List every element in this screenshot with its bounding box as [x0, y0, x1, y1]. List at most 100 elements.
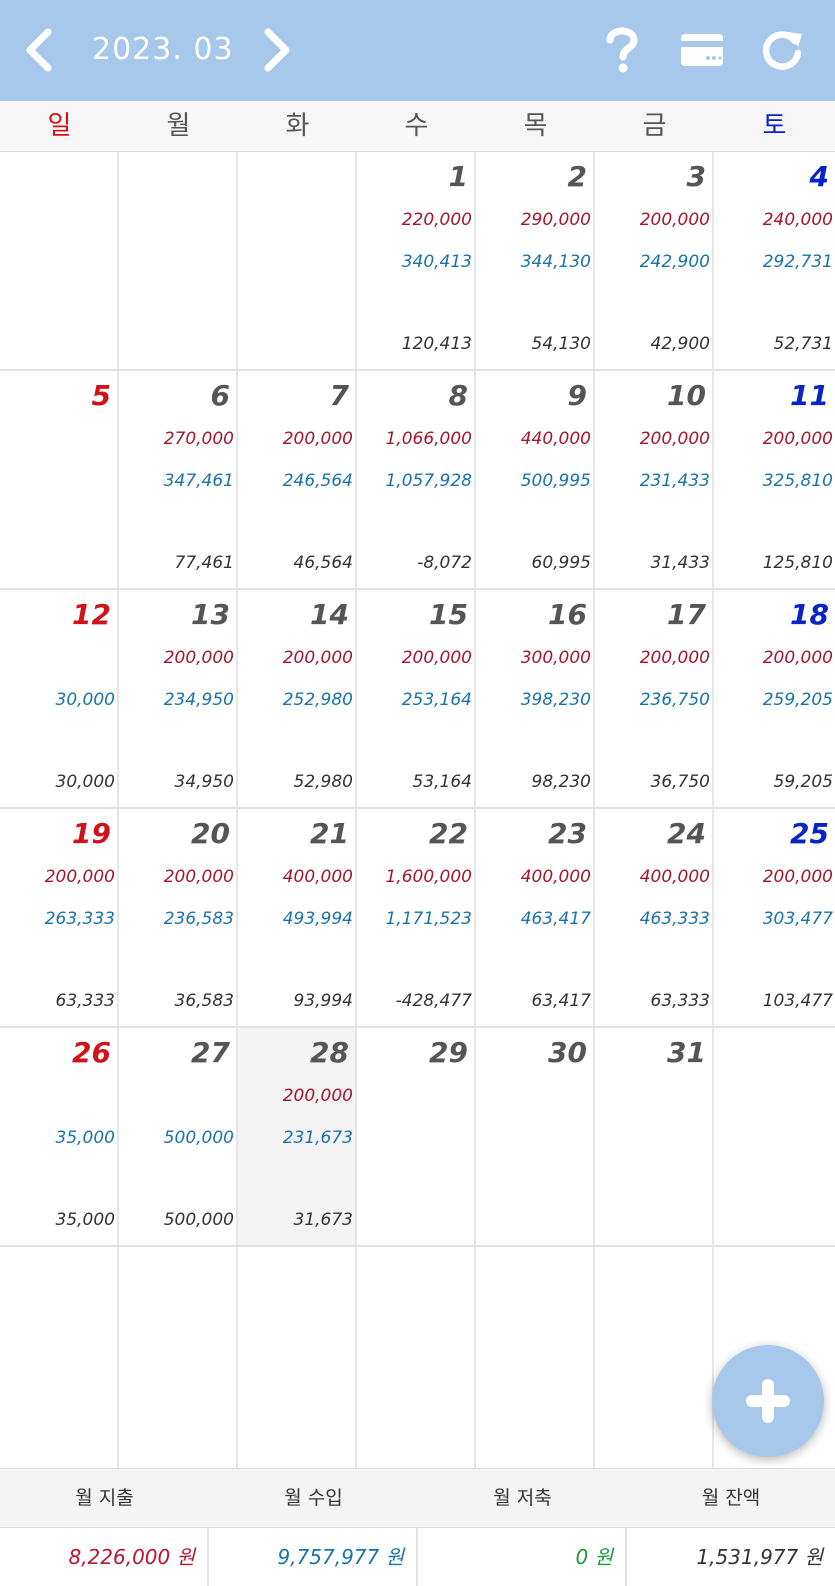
- day-balance: 63,417: [531, 991, 591, 1011]
- day-number: 12: [72, 598, 111, 631]
- day-balance: -8,072: [417, 553, 472, 573]
- app-header: 2023. 03: [0, 0, 835, 101]
- day-number: 6: [210, 379, 230, 412]
- day-number: 29: [429, 1036, 468, 1069]
- day-number: 21: [310, 817, 349, 850]
- calendar-day-18[interactable]: 18 200,000 259,205 59,205: [714, 590, 835, 809]
- prev-month-button[interactable]: [16, 26, 64, 74]
- summary-divider: [416, 1528, 418, 1586]
- day-balance: 103,477: [762, 991, 833, 1011]
- calendar-day-17[interactable]: 17 200,000 236,750 36,750: [595, 590, 714, 809]
- day-income: 463,333: [639, 909, 710, 929]
- day-number: 19: [72, 817, 111, 850]
- calendar-day-2[interactable]: 2 290,000 344,130 54,130: [476, 152, 595, 371]
- weekday-bar: 일 월 화 수 목 금 토: [0, 101, 835, 152]
- add-entry-button[interactable]: [712, 1345, 824, 1457]
- calendar-day-12[interactable]: 12 30,000 30,000: [0, 590, 119, 809]
- calendar-day-9[interactable]: 9 440,000 500,995 60,995: [476, 371, 595, 590]
- day-balance: 42,900: [650, 334, 710, 354]
- day-number: 25: [790, 817, 829, 850]
- monthly-savings-value: 0 원: [575, 1545, 613, 1569]
- calendar-day-24[interactable]: 24 400,000 463,333 63,333: [595, 809, 714, 1028]
- current-month[interactable]: 2023. 03: [92, 32, 234, 67]
- day-expense: 200,000: [282, 429, 353, 449]
- weekday-tue: 화: [285, 111, 310, 141]
- help-button[interactable]: [598, 26, 646, 74]
- day-expense: 240,000: [762, 210, 833, 230]
- calendar-day-11[interactable]: 11 200,000 325,810 125,810: [714, 371, 835, 590]
- day-balance: 77,461: [174, 553, 234, 573]
- day-number: 23: [548, 817, 587, 850]
- calendar-cell[interactable]: [0, 152, 119, 371]
- calendar-day-31[interactable]: 31: [595, 1028, 714, 1247]
- calendar-day-8[interactable]: 8 1,066,000 1,057,928 -8,072: [357, 371, 476, 590]
- calendar-day-26[interactable]: 26 35,000 35,000: [0, 1028, 119, 1247]
- calendar-day-3[interactable]: 3 200,000 242,900 42,900: [595, 152, 714, 371]
- calendar-day-6[interactable]: 6 270,000 347,461 77,461: [119, 371, 238, 590]
- day-balance: 500,000: [163, 1210, 234, 1230]
- day-income: 1,171,523: [385, 909, 472, 929]
- day-income: 500,995: [520, 471, 591, 491]
- calendar-cell[interactable]: [476, 1247, 595, 1468]
- calendar-day-21[interactable]: 21 400,000 493,994 93,994: [238, 809, 357, 1028]
- day-balance: 60,995: [531, 553, 591, 573]
- day-number: 20: [191, 817, 230, 850]
- calendar-cell[interactable]: [595, 1247, 714, 1468]
- chevron-left-icon: [26, 28, 52, 72]
- next-month-button[interactable]: [252, 26, 300, 74]
- calendar-day-25[interactable]: 25 200,000 303,477 103,477: [714, 809, 835, 1028]
- calendar-day-5[interactable]: 5: [0, 371, 119, 590]
- day-number: 10: [667, 379, 706, 412]
- calendar-cell[interactable]: [238, 152, 357, 371]
- day-balance: 54,130: [531, 334, 591, 354]
- calendar-day-23[interactable]: 23 400,000 463,417 63,417: [476, 809, 595, 1028]
- day-expense: 200,000: [762, 867, 833, 887]
- calendar-day-19[interactable]: 19 200,000 263,333 63,333: [0, 809, 119, 1028]
- day-income: 242,900: [639, 252, 710, 272]
- day-number: 2: [567, 160, 587, 193]
- day-expense: 200,000: [762, 648, 833, 668]
- monthly-balance-label: 월 잔액: [701, 1487, 761, 1509]
- day-expense: 1,600,000: [385, 867, 472, 887]
- help-icon: [606, 27, 638, 73]
- weekday-sun: 일: [47, 111, 72, 141]
- day-income: 344,130: [520, 252, 591, 272]
- calendar-day-13[interactable]: 13 200,000 234,950 34,950: [119, 590, 238, 809]
- day-expense: 200,000: [639, 429, 710, 449]
- calendar-day-28[interactable]: 28 200,000 231,673 31,673: [238, 1028, 357, 1247]
- calendar-day-4[interactable]: 4 240,000 292,731 52,731: [714, 152, 835, 371]
- day-number: 3: [686, 160, 706, 193]
- day-expense: 400,000: [520, 867, 591, 887]
- calendar-day-10[interactable]: 10 200,000 231,433 31,433: [595, 371, 714, 590]
- calendar-day-22[interactable]: 22 1,600,000 1,171,523 -428,477: [357, 809, 476, 1028]
- calendar-day-27[interactable]: 27 500,000 500,000: [119, 1028, 238, 1247]
- day-income: 236,583: [163, 909, 234, 929]
- day-number: 5: [91, 379, 111, 412]
- calendar-day-20[interactable]: 20 200,000 236,583 36,583: [119, 809, 238, 1028]
- refresh-button[interactable]: [758, 26, 806, 74]
- calendar-day-1[interactable]: 1 220,000 340,413 120,413: [357, 152, 476, 371]
- calendar-cell[interactable]: [238, 1247, 357, 1468]
- calendar-cell[interactable]: [0, 1247, 119, 1468]
- card-button[interactable]: [678, 26, 726, 74]
- day-expense: 200,000: [44, 867, 115, 887]
- summary-divider: [625, 1528, 627, 1586]
- day-number: 26: [72, 1036, 111, 1069]
- calendar-cell[interactable]: [357, 1247, 476, 1468]
- day-income: 340,413: [401, 252, 472, 272]
- calendar-day-16[interactable]: 16 300,000 398,230 98,230: [476, 590, 595, 809]
- day-income: 325,810: [762, 471, 833, 491]
- day-expense: 290,000: [520, 210, 591, 230]
- calendar-day-30[interactable]: 30: [476, 1028, 595, 1247]
- calendar-cell[interactable]: [119, 1247, 238, 1468]
- calendar-cell[interactable]: [714, 1028, 835, 1247]
- calendar-day-15[interactable]: 15 200,000 253,164 53,164: [357, 590, 476, 809]
- calendar-day-7[interactable]: 7 200,000 246,564 46,564: [238, 371, 357, 590]
- day-balance: 93,994: [293, 991, 353, 1011]
- calendar-day-29[interactable]: 29: [357, 1028, 476, 1247]
- day-balance: 30,000: [55, 772, 115, 792]
- day-balance: 120,413: [401, 334, 472, 354]
- calendar-cell[interactable]: [119, 152, 238, 371]
- calendar-day-14[interactable]: 14 200,000 252,980 52,980: [238, 590, 357, 809]
- day-balance: 125,810: [762, 553, 833, 573]
